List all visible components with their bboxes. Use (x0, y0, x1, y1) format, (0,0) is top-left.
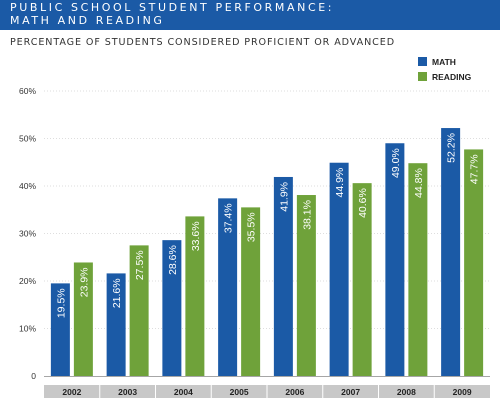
math-bar (441, 128, 461, 376)
legend-swatch-math (418, 57, 427, 66)
data-label: 52.2% (446, 133, 458, 163)
reading-bar (129, 245, 149, 376)
y-tick-label: 0 (31, 371, 36, 381)
x-tick-label: 2007 (341, 387, 360, 397)
data-label: 40.6% (357, 188, 369, 218)
legend-swatch-reading (418, 72, 427, 81)
data-label: 38.1% (301, 200, 313, 230)
math-bar (162, 240, 182, 376)
x-tick-label: 2006 (285, 387, 304, 397)
data-label: 21.6% (111, 278, 123, 308)
reading-bar (241, 207, 261, 376)
x-tick-label: 2005 (230, 387, 249, 397)
reading-bar (408, 163, 428, 376)
y-tick-label: 60% (19, 86, 36, 96)
legend-label: MATH (432, 57, 456, 67)
data-label: 49.0% (390, 148, 402, 178)
x-tick-label: 2009 (453, 387, 472, 397)
math-bar (218, 198, 238, 376)
header-bar (0, 0, 500, 30)
y-tick-label: 20% (19, 276, 36, 286)
data-label: 23.9% (78, 267, 90, 297)
y-tick-label: 40% (19, 181, 36, 191)
math-bar (385, 143, 405, 376)
data-label: 37.4% (223, 203, 235, 233)
data-label: 41.9% (278, 182, 290, 212)
math-bar (273, 176, 293, 376)
x-tick-label: 2008 (397, 387, 416, 397)
reading-bar (296, 195, 316, 376)
chart-subtitle: PERCENTAGE OF STUDENTS CONSIDERED PROFIC… (10, 37, 396, 48)
legend-label: READING (432, 72, 472, 82)
x-tick-label: 2002 (62, 387, 81, 397)
data-label: 47.7% (469, 154, 481, 184)
y-tick-label: 10% (19, 324, 36, 334)
y-tick-label: 30% (19, 229, 36, 239)
math-bar (329, 162, 349, 376)
data-label: 27.5% (134, 250, 146, 280)
data-label: 19.5% (55, 288, 67, 318)
math-bar (106, 273, 126, 376)
data-label: 33.6% (190, 221, 202, 251)
data-label: 44.8% (413, 168, 425, 198)
x-tick-label: 2004 (174, 387, 193, 397)
data-label: 44.9% (334, 168, 346, 198)
reading-bar (352, 183, 372, 376)
data-label: 35.5% (246, 212, 258, 242)
reading-bar (185, 216, 205, 376)
reading-bar (73, 262, 93, 376)
chart-title: PUBLIC SCHOOL STUDENT PERFORMANCE: MATH … (10, 1, 335, 27)
reading-bar (464, 149, 484, 376)
y-tick-label: 50% (19, 134, 36, 144)
math-bar (50, 283, 70, 376)
x-tick-label: 2003 (118, 387, 137, 397)
data-label: 28.6% (167, 245, 179, 275)
